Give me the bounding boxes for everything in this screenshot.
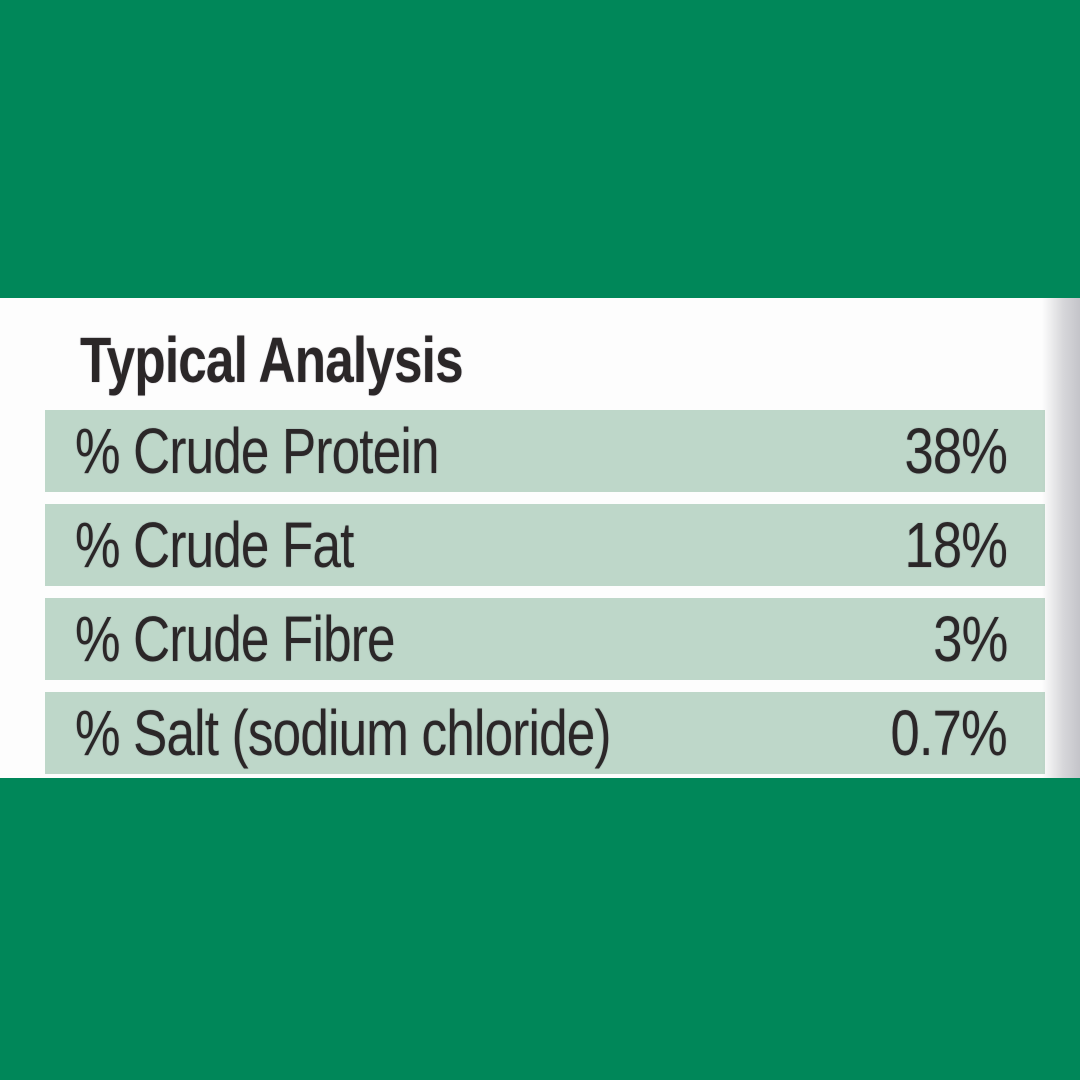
- analysis-panel: Typical Analysis % Crude Protein 38% % C…: [0, 298, 1080, 778]
- row-label: % Crude Fibre: [75, 603, 395, 675]
- row-label: % Salt (sodium chloride): [75, 697, 611, 769]
- table-row: % Crude Fibre 3%: [45, 598, 1045, 680]
- bottom-green-band: [0, 778, 1080, 1080]
- row-value: 38%: [904, 415, 1007, 487]
- row-value: 3%: [932, 603, 1008, 675]
- table-row: % Crude Fat 18%: [45, 504, 1045, 586]
- row-label: % Crude Protein: [75, 415, 439, 487]
- analysis-table: % Crude Protein 38% % Crude Fat 18% % Cr…: [45, 410, 1045, 774]
- analysis-title: Typical Analysis: [0, 298, 1080, 392]
- row-value: 0.7%: [890, 697, 1008, 769]
- table-row: % Salt (sodium chloride) 0.7%: [45, 692, 1045, 774]
- top-green-band: [0, 0, 1080, 298]
- row-label: % Crude Fat: [75, 509, 354, 581]
- analysis-title-text: Typical Analysis: [80, 324, 464, 396]
- row-value: 18%: [904, 509, 1007, 581]
- table-row: % Crude Protein 38%: [45, 410, 1045, 492]
